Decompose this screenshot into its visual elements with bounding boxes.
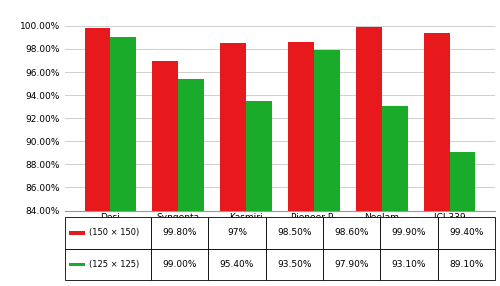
Bar (438, 217, 495, 249)
Bar (220, 43, 246, 286)
Bar (151, 249, 208, 280)
Bar (380, 249, 438, 280)
Bar (152, 61, 178, 286)
Text: (150 × 150): (150 × 150) (89, 229, 140, 237)
Bar (323, 217, 380, 249)
Bar (382, 106, 407, 286)
Text: 98.60%: 98.60% (334, 229, 369, 237)
Bar (356, 27, 382, 286)
Text: 93.50%: 93.50% (277, 260, 312, 269)
Bar (266, 249, 323, 280)
Bar (84, 28, 110, 286)
Bar (110, 37, 136, 286)
Bar (380, 217, 438, 249)
Text: 93.10%: 93.10% (392, 260, 426, 269)
Bar (208, 249, 266, 280)
Text: 97.90%: 97.90% (334, 260, 369, 269)
Bar (65, 217, 151, 249)
Text: 97%: 97% (227, 229, 247, 237)
Text: 99.80%: 99.80% (162, 229, 197, 237)
Text: 99.40%: 99.40% (449, 229, 484, 237)
Bar (450, 152, 475, 286)
Bar (65, 249, 151, 280)
Bar (208, 217, 266, 249)
Text: 98.50%: 98.50% (277, 229, 312, 237)
Bar (70, 231, 85, 235)
Bar (323, 249, 380, 280)
Bar (438, 249, 495, 280)
Bar (178, 79, 204, 286)
Text: 95.40%: 95.40% (220, 260, 254, 269)
Bar (424, 33, 450, 286)
Text: (125 × 125): (125 × 125) (89, 260, 140, 269)
Text: 89.10%: 89.10% (449, 260, 484, 269)
Bar (266, 217, 323, 249)
Bar (151, 217, 208, 249)
Text: 99.90%: 99.90% (392, 229, 426, 237)
Bar (70, 263, 85, 266)
Text: 99.00%: 99.00% (162, 260, 197, 269)
Bar (246, 101, 272, 286)
Bar (314, 50, 340, 286)
Bar (288, 42, 314, 286)
